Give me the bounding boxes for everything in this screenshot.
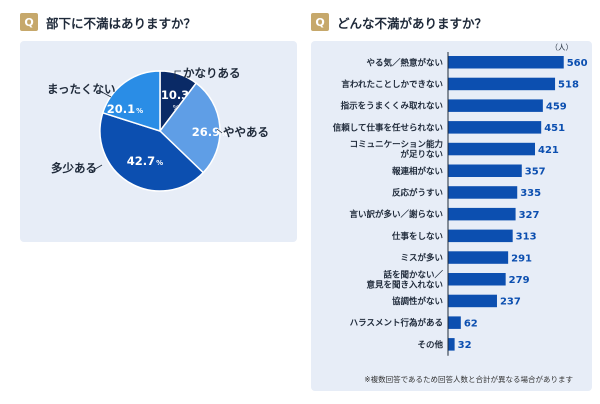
bar-category-label: 仕事をしない [391,231,443,242]
pie-value-label: 20.1% [107,102,143,116]
bar [448,207,516,221]
pie-slice [99,111,205,192]
bar-category-label: やる気／熱意がない [366,57,443,68]
bar [448,273,506,286]
bar-value-label: 32 [458,340,472,351]
left-question-header: Q 部下に不満はありますか？ [20,11,196,33]
pie-category-label: まったくない [47,82,116,96]
pie-leader-line [216,128,223,134]
pie-value-label: 42.7% [127,154,163,168]
bar [448,99,543,112]
right-question-title: どんな不満がありますか？ [337,15,488,31]
bar-value-label: 237 [500,297,521,308]
bar-category-label: 話を聞かない／意見を聞き入れない [366,269,443,290]
pie-leader-line [99,90,112,98]
bar-category-label: 協調性がない [392,296,443,307]
bar-value-label: 357 [525,167,546,178]
bar-category-label: コミュニケーション能力が足りない [350,139,443,160]
footnote: ※複数回答であるため回答人数と合計が異なる場合があります [364,375,573,384]
pie-category-label: ややある [223,125,269,139]
bar-category-label: 報連相がない [392,166,443,177]
bar-value-label: 313 [516,232,537,243]
unit-label: （人） [551,43,574,52]
bar-category-label: 指示をうまくくみ取れない [341,101,443,112]
bar-value-label: 459 [546,101,567,112]
pie-value-label: 10.3 [161,88,189,102]
bar [448,251,509,264]
pie-slice [101,70,161,133]
q-badge: Q [311,13,329,31]
bar-value-label: 451 [544,123,565,134]
bar-category-label: ミスが多い [400,253,443,264]
bar-value-label: 327 [519,210,540,221]
left-question-title: 部下に不満はありますか？ [46,15,197,31]
right-question-header: Q どんな不満がありますか？ [311,11,487,33]
bar-category-label: その他 [417,339,443,350]
pie-category-label: 多少ある [51,161,97,175]
bar-category-label: 反応がうすい [392,187,443,198]
bar-value-label: 518 [558,80,579,91]
bar-value-label: 335 [520,188,541,199]
bar-category-label: ハラスメント行為がある [350,318,443,329]
bar-category-label: 言われたことしかできない [341,79,443,90]
bar-category-label: 言い訳が多い／謝らない [349,209,443,220]
bar-chart: （人） 560 やる気／熱意がない 518 言われたことしかできない 459 指示をうまくく… [333,43,588,356]
bar [448,316,461,329]
pie-chart: 10.3% かなりある 26.9%ややある 42.7% 多少ある 20.1% まったくない [47,66,269,192]
bar [448,164,522,177]
bar-value-label: 421 [538,145,559,156]
bar [448,186,518,199]
bar [448,229,513,243]
bar-value-label: 279 [509,275,530,286]
bar [448,338,455,351]
bar-chart-card: （人） 560 やる気／熱意がない 518 言われたことしかできない 459 指示をうまくく… [311,41,592,391]
bar [448,142,536,156]
bar [448,56,564,69]
bar [448,294,497,308]
pie-percent-sign: % [173,104,180,112]
q-badge: Q [20,13,38,31]
pie-slice [159,82,221,174]
bar [448,77,556,91]
pie-category-label: かなりある [183,66,241,80]
pie-leader-line [91,164,103,172]
bar-value-label: 62 [464,318,478,329]
bar-value-label: 560 [567,58,588,69]
pie-leader-line [174,70,181,79]
bar [448,121,542,134]
pie-chart-card: 10.3% かなりある 26.9% ややある 42.7% 多少ある 20.1% まったくない [20,41,297,242]
bar-value-label: 291 [511,253,532,264]
pie-value-label: 26.9% [192,125,228,139]
bar-category-label: 信頼して仕事を任せられない [333,122,443,133]
